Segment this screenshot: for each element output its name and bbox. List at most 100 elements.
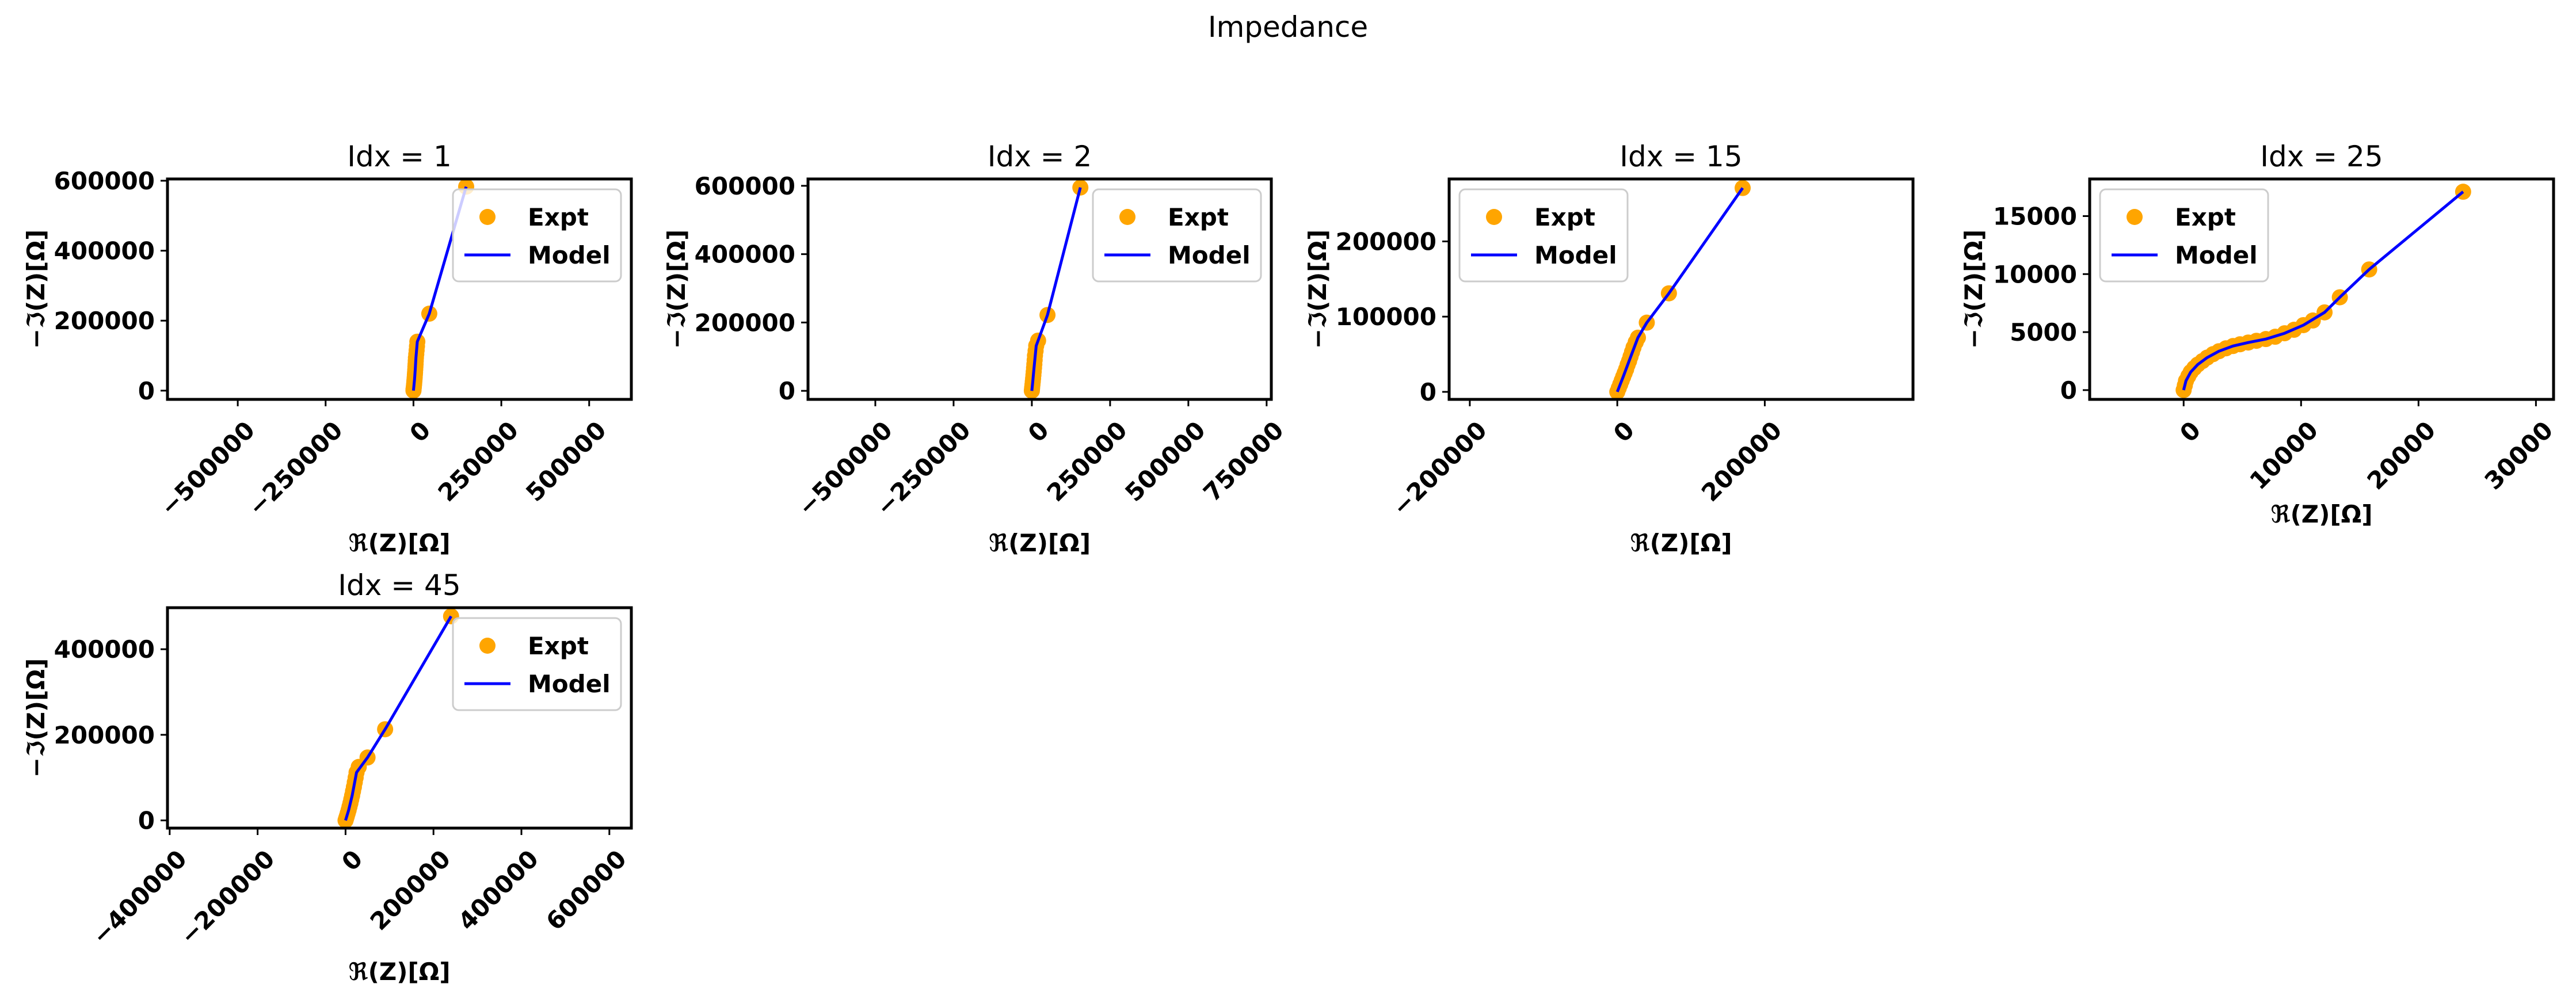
subplot-title: Idx = 2 [988, 140, 1092, 173]
figure-title: Impedance [1208, 10, 1368, 44]
y-tick-label: 600000 [695, 172, 795, 200]
x-axis-label: ℜ(Z)[Ω] [2270, 500, 2372, 528]
model-line [1030, 187, 1082, 391]
legend-expt-marker [1119, 209, 1135, 225]
x-tick-label: 250000 [433, 415, 524, 507]
x-tick-label: 30000 [2479, 415, 2559, 495]
subplot-3: Idx = 15 −200000 0 200000 0 100000 200000 ℜ(Z)[… [1304, 140, 1915, 557]
x-tick-label: 600000 [540, 844, 632, 936]
model-line [2182, 190, 2464, 391]
axes-frame [806, 177, 1273, 401]
y-tick-label: 100000 [1336, 303, 1436, 331]
legend-box [1458, 188, 1629, 283]
x-tick-label: −200000 [1386, 415, 1492, 521]
x-tick-label: 0 [1608, 415, 1640, 447]
y-tick-label: 0 [2060, 376, 2077, 405]
y-tick-label: 0 [138, 377, 155, 405]
x-axis-label: ℜ(Z)[Ω] [989, 529, 1091, 557]
x-tick-label: −200000 [174, 844, 280, 950]
legend: Expt Model [1458, 188, 1629, 283]
y-tick-label: 600000 [54, 167, 155, 195]
y-tick-label: 15000 [1993, 203, 2077, 231]
legend-expt-marker [479, 638, 496, 654]
y-tick-label: 200000 [54, 307, 155, 335]
x-tick-label: 750000 [1198, 415, 1289, 507]
x-tick-label: 0 [404, 415, 436, 447]
subplot-title: Idx = 45 [338, 569, 460, 602]
legend-expt-marker [479, 209, 496, 225]
axes-frame [166, 606, 633, 830]
axes-frame [2088, 177, 2555, 401]
model-line [344, 615, 452, 821]
y-axis-label: −ℑ(Z)[Ω] [1304, 230, 1332, 349]
x-tick-label: 20000 [2362, 415, 2441, 495]
y-tick-label: 0 [138, 807, 155, 835]
y-tick-label: 400000 [54, 635, 155, 664]
legend: Expt Model [452, 617, 622, 711]
model-line [411, 186, 468, 391]
y-axis-label: −ℑ(Z)[Ω] [22, 658, 50, 777]
legend-label: Expt [528, 203, 589, 231]
x-tick-label: 200000 [365, 844, 456, 936]
legend-label: Expt [1168, 203, 1229, 231]
legend-expt-marker [2127, 209, 2143, 225]
subplot-5: Idx = 45−400000−200000 020000040000060000… [22, 569, 633, 986]
subplot-title: Idx = 15 [1619, 140, 1742, 173]
subplot-4: Idx = 25 0 10000 20000 30000 0 5000 10000 15000 ℜ… [1960, 140, 2559, 528]
legend: Expt Model [2099, 188, 2269, 283]
subplot-2: Idx = 2−500000−250000 0250000500000750000… [662, 140, 1289, 557]
legend-label: Model [2175, 241, 2258, 269]
legend-label: Model [528, 241, 611, 269]
y-tick-label: 0 [1420, 378, 1436, 406]
legend-box [2099, 188, 2269, 283]
x-tick-label: 200000 [1696, 415, 1788, 507]
legend-label: Model [528, 670, 611, 698]
x-axis-label: ℜ(Z)[Ω] [1630, 529, 1732, 557]
x-tick-label: 500000 [520, 415, 612, 507]
plot-area [405, 179, 475, 399]
x-tick-label: 500000 [1119, 415, 1211, 507]
axes-frame [1447, 177, 1915, 401]
y-axis-label: −ℑ(Z)[Ω] [662, 230, 691, 349]
x-tick-label: −400000 [86, 844, 192, 950]
legend: Expt Model [452, 188, 622, 283]
y-tick-label: 400000 [695, 241, 795, 269]
model-line [1615, 187, 1744, 392]
plot-area [1023, 179, 1089, 399]
x-tick-label: 400000 [453, 844, 544, 936]
plot-area [2175, 184, 2471, 398]
x-tick-label: 0 [336, 844, 368, 876]
y-tick-label: 5000 [2010, 318, 2077, 346]
y-axis-label: −ℑ(Z)[Ω] [1960, 230, 1988, 349]
y-tick-label: 400000 [54, 237, 155, 265]
legend-label: Expt [1534, 203, 1595, 231]
y-tick-label: 200000 [695, 308, 795, 337]
subplot-title: Idx = 1 [347, 140, 452, 173]
x-tick-label: 0 [2174, 415, 2206, 447]
x-tick-label: 0 [1023, 415, 1054, 447]
x-tick-label: 250000 [1041, 415, 1133, 507]
legend-label: Expt [2175, 203, 2236, 231]
x-axis-label: ℜ(Z)[Ω] [348, 958, 450, 986]
subplot-1: Idx = 1−500000−250000 0250000500000020000… [22, 140, 633, 557]
axes-frame [166, 177, 633, 401]
plot-area [337, 608, 459, 828]
x-tick-label: 10000 [2244, 415, 2323, 495]
legend-box [452, 188, 622, 283]
legend: Expt Model [1092, 188, 1262, 283]
legend-label: Model [1534, 241, 1617, 269]
plot-area [1609, 180, 1751, 399]
legend-box [1092, 188, 1262, 283]
y-tick-label: 10000 [1993, 260, 2077, 288]
legend-label: Expt [528, 632, 589, 660]
subplot-title: Idx = 25 [2260, 140, 2383, 173]
y-tick-label: 200000 [54, 721, 155, 749]
y-tick-label: 0 [779, 377, 795, 405]
y-axis-label: −ℑ(Z)[Ω] [22, 230, 50, 349]
x-tick-label: −500000 [155, 415, 261, 521]
x-axis-label: ℜ(Z)[Ω] [348, 529, 450, 557]
legend-label: Model [1168, 241, 1251, 269]
y-tick-label: 200000 [1336, 227, 1436, 256]
x-tick-label: −250000 [242, 415, 348, 521]
